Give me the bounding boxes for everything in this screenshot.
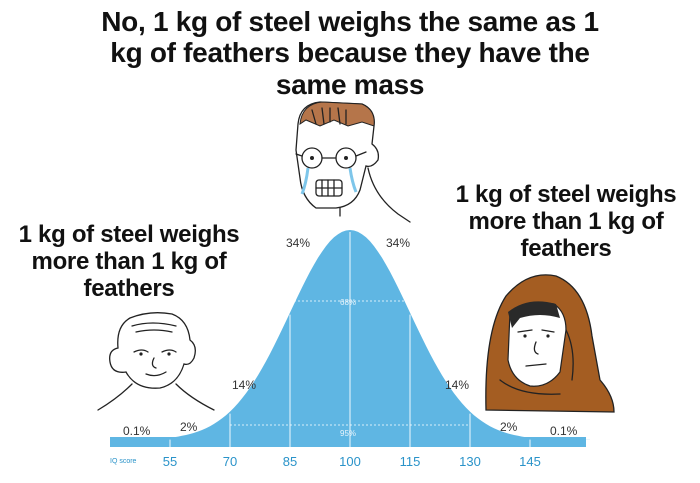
inner-68: 68% [340,298,356,307]
right-caption: 1 kg of steel weighs more than 1 kg of f… [455,181,677,262]
left-caption: 1 kg of steel weighs more than 1 kg of f… [18,221,240,302]
pct-far-right: 0.1% [550,424,578,438]
crying-nerd-wojak [295,101,411,223]
top-caption: No, 1 kg of steel weighs the same as 1 k… [101,6,599,100]
pct-right-tail: 2% [500,420,518,434]
pct-right-mid: 14% [445,378,469,392]
wojak-left [97,312,215,411]
sd-lines [169,232,531,447]
axis-label: IQ score [110,458,137,465]
x-tick-55: 55 [163,454,177,469]
inner-95: 95% [340,429,356,438]
baseline-bar [110,437,586,447]
hooded-monk-wojak [485,274,615,413]
x-tick-145: 145 [519,454,541,469]
pct-left-center: 34% [286,236,310,250]
x-tick-70: 70 [223,454,237,469]
x-tick-115: 115 [400,454,421,469]
pct-left-tail: 2% [180,420,198,434]
pct-left-mid: 14% [232,378,256,392]
pct-far-left: 0.1% [123,424,151,438]
x-ticks: 55 70 85 100 115 130 145 [163,454,541,469]
pct-right-center: 34% [386,236,410,250]
x-tick-130: 130 [459,454,481,469]
x-tick-85: 85 [283,454,297,469]
x-tick-100: 100 [339,454,361,469]
